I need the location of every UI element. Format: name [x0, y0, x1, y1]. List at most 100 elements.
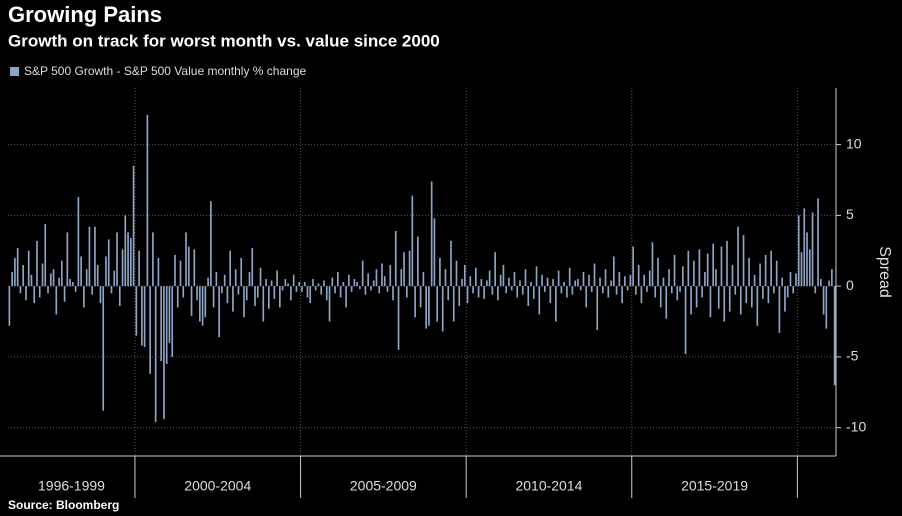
bar — [750, 286, 753, 308]
bar — [414, 286, 416, 318]
bar — [704, 272, 706, 287]
bar — [394, 230, 397, 287]
bar — [571, 286, 574, 295]
bar — [171, 286, 174, 357]
bar — [248, 272, 251, 287]
bar — [116, 232, 118, 287]
bar — [367, 273, 370, 287]
bar — [781, 277, 784, 287]
bar — [441, 286, 444, 332]
bar — [182, 286, 185, 298]
bar — [607, 286, 610, 298]
x-period-label: 1996-1999 — [38, 478, 105, 494]
bar — [240, 257, 243, 287]
y-tick-label: -5 — [846, 348, 859, 364]
bar — [452, 286, 455, 322]
bar — [422, 272, 425, 287]
bar — [245, 286, 248, 301]
bar — [74, 286, 77, 292]
bar — [317, 283, 320, 287]
bar — [759, 263, 761, 287]
bar — [519, 280, 521, 287]
bar — [30, 274, 33, 287]
bar — [615, 286, 618, 295]
bar — [405, 286, 408, 298]
bar — [477, 286, 480, 298]
bar — [472, 286, 474, 294]
bar — [381, 263, 383, 287]
bar — [353, 279, 356, 287]
bar — [535, 266, 538, 287]
bar — [762, 286, 764, 299]
bar — [510, 286, 513, 291]
bar — [709, 286, 712, 318]
bar — [417, 236, 419, 287]
bar — [433, 218, 436, 287]
bar — [243, 286, 245, 318]
bar — [113, 270, 116, 287]
bar — [505, 286, 508, 294]
bar — [91, 286, 94, 295]
bar — [557, 270, 560, 287]
bar — [486, 280, 488, 287]
bar — [259, 267, 262, 287]
bar — [455, 260, 458, 287]
bar — [428, 286, 430, 326]
bar — [88, 226, 91, 287]
bar — [792, 286, 795, 294]
bar — [14, 257, 16, 287]
bar — [497, 286, 499, 301]
bar — [118, 286, 121, 306]
bar — [430, 181, 433, 287]
bar — [612, 256, 615, 287]
bar — [165, 286, 168, 364]
bar — [621, 286, 623, 304]
bar — [19, 286, 22, 294]
bar — [334, 286, 336, 294]
bar — [141, 286, 143, 346]
bar — [797, 215, 800, 287]
bar — [679, 286, 681, 292]
bar — [814, 286, 817, 294]
bar — [552, 279, 554, 287]
bar — [110, 286, 113, 294]
bar — [198, 286, 201, 322]
bar — [99, 286, 102, 304]
bar — [210, 201, 212, 287]
bar — [408, 250, 411, 287]
bar — [201, 286, 204, 326]
bar — [193, 249, 196, 287]
bar — [212, 286, 215, 308]
bar — [726, 240, 728, 287]
bar — [314, 286, 317, 291]
bar — [466, 286, 469, 304]
bar — [784, 286, 786, 312]
bar — [44, 223, 47, 287]
bar — [190, 286, 193, 316]
bar — [105, 256, 107, 287]
bar — [403, 252, 405, 287]
bar — [524, 269, 527, 287]
bar — [196, 286, 198, 301]
bar — [538, 286, 541, 315]
bar — [273, 286, 276, 299]
bar — [494, 252, 496, 287]
bar — [673, 255, 676, 287]
bar — [49, 273, 52, 287]
bar — [290, 286, 292, 301]
legend-swatch — [10, 67, 19, 76]
bar — [27, 250, 30, 287]
bar — [546, 277, 549, 287]
x-period-label: 2005-2009 — [350, 478, 417, 494]
bar — [8, 286, 11, 326]
bar — [267, 286, 270, 309]
bar — [742, 235, 745, 287]
bar — [648, 270, 651, 287]
y-tick-label: -10 — [846, 418, 866, 434]
bar — [444, 269, 447, 287]
bar — [160, 286, 163, 362]
bar — [350, 286, 353, 292]
bar — [298, 281, 301, 287]
bar — [69, 279, 71, 287]
bar — [80, 256, 82, 287]
